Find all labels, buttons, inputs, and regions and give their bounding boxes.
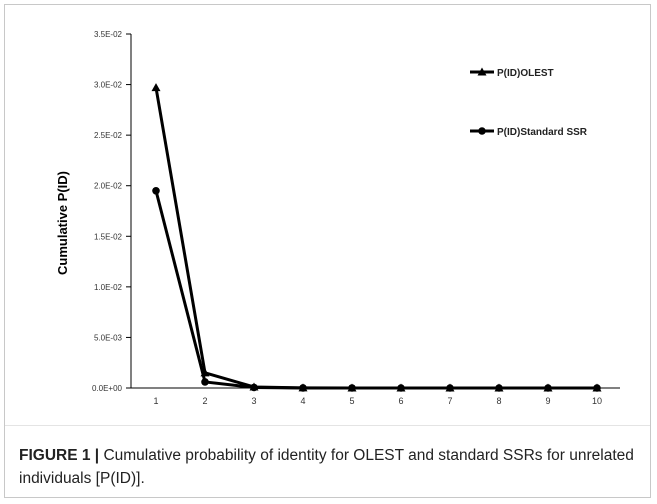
x-tick-label: 5 [349, 396, 354, 406]
series-line-2 [154, 190, 597, 390]
y-axis-title: Cumulative P(ID) [55, 171, 70, 275]
x-tick-label: 8 [496, 396, 501, 406]
caption-divider [5, 425, 650, 426]
caption-text: Cumulative probability of identity for O… [19, 447, 634, 487]
y-tick-label: 1.5E-02 [94, 232, 123, 241]
y-tick-label: 3.5E-02 [94, 30, 123, 39]
y-tick-label: 1.0E-02 [94, 283, 123, 292]
y-tick-label: 3.0E-02 [94, 81, 123, 90]
x-tick-label: 10 [592, 396, 602, 406]
legend-marker-triangle [477, 67, 487, 76]
series-point-circle [446, 384, 454, 392]
series-point-circle [397, 384, 405, 392]
figure-caption: FIGURE 1 | Cumulative probability of ide… [19, 444, 639, 490]
series-point-circle [152, 186, 160, 195]
x-tick-label: 1 [153, 396, 158, 406]
x-tick-label: 3 [251, 396, 256, 406]
x-tick-label: 2 [202, 396, 207, 406]
x-tick-label: 4 [300, 396, 305, 406]
caption-label: FIGURE 1 | [19, 447, 100, 464]
legend-label: P(ID)OLEST [497, 68, 554, 79]
x-tick-label: 6 [398, 396, 403, 406]
series-point-circle [495, 384, 503, 392]
legend: P(ID)OLEST P(ID)Standard SSR [470, 67, 588, 138]
series-point-circle [250, 383, 258, 392]
series-point-circle [201, 378, 209, 386]
legend-label: P(ID)Standard SSR [497, 127, 588, 138]
y-tick-label: 2.5E-02 [94, 131, 123, 140]
y-axis: 0.0E+00 5.0E-03 1.0E-02 1.5E-02 2.0E-02 2.5E-… [92, 30, 132, 393]
series-point-circle [544, 384, 552, 392]
line-chart: 0.0E+00 5.0E-03 1.0E-02 1.5E-02 2.0E-02 2.5E-… [55, 30, 620, 406]
y-tick-label: 0.0E+00 [92, 384, 123, 393]
x-tick-label: 9 [545, 396, 550, 406]
series-layer [151, 83, 602, 392]
legend-marker-circle [478, 127, 486, 135]
series-point-circle [348, 384, 356, 392]
series-point-triangle [151, 83, 161, 92]
series-point-circle [593, 384, 601, 392]
series-point-circle [299, 384, 307, 392]
x-tick-label: 7 [447, 396, 452, 406]
y-tick-label: 2.0E-02 [94, 182, 123, 191]
figure-frame [4, 4, 651, 498]
y-tick-label: 5.0E-03 [94, 333, 123, 342]
